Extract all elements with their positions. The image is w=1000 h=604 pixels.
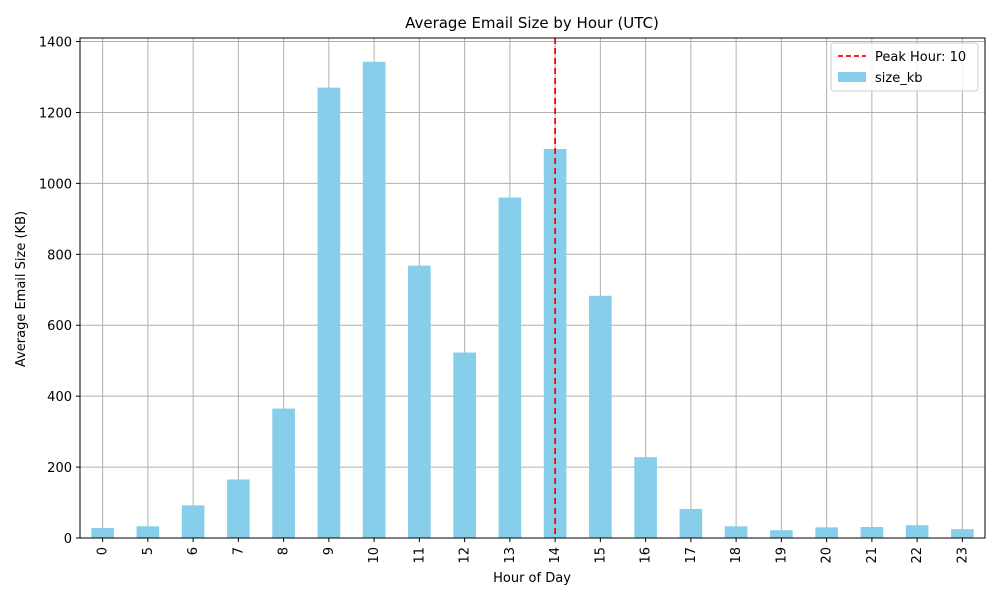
legend-box (830, 42, 979, 92)
x-tick-label: 12 (458, 547, 473, 564)
bar-hour-18 (724, 526, 748, 538)
bar-hour-22 (905, 525, 929, 538)
bar-hour-13 (498, 197, 522, 538)
x-tick-label: 13 (503, 547, 518, 564)
legend: Peak Hour: 10 size_kb (830, 42, 979, 92)
x-tick-label: 9 (322, 547, 337, 555)
y-tick-label: 1400 (39, 36, 72, 51)
bar-hour-11 (408, 265, 431, 538)
legend-series-label: size_kb (875, 71, 923, 86)
bar-hour-23 (951, 529, 974, 538)
legend-bar-swatch (838, 72, 866, 82)
x-tick-label: 6 (186, 547, 201, 555)
bar-hour-16 (634, 457, 657, 538)
x-tick-label: 14 (548, 547, 563, 564)
x-tick-label: 15 (593, 547, 608, 564)
x-tick-label: 8 (277, 547, 292, 555)
bar-hour-15 (589, 295, 612, 538)
bar-hour-8 (272, 408, 295, 538)
x-tick-label: 10 (367, 547, 382, 564)
bar-hour-20 (815, 527, 838, 538)
x-tick-label: 16 (639, 547, 654, 564)
y-tick-label: 1200 (39, 106, 72, 121)
bar-hour-12 (453, 352, 476, 538)
x-tick-label: 21 (865, 547, 880, 564)
y-tick-label: 200 (47, 461, 72, 476)
bar-hour-5 (136, 526, 160, 538)
plot-frame (79, 37, 986, 539)
y-axis-label: Average Email Size (KB) (14, 211, 29, 367)
x-tick-label: 20 (820, 547, 835, 564)
grid (80, 38, 985, 539)
bars (91, 61, 974, 539)
bar-hour-17 (679, 508, 703, 538)
y-tick-label: 600 (47, 319, 72, 334)
x-tick-label: 0 (96, 547, 111, 555)
y-tick-label: 0 (64, 532, 72, 547)
bar-hour-10 (362, 61, 386, 539)
bar-hour-6 (181, 505, 205, 538)
x-tick-label: 23 (955, 547, 970, 564)
x-tick-label: 22 (910, 547, 925, 564)
x-tick-label: 17 (684, 547, 699, 564)
x-tick-label: 7 (231, 547, 246, 555)
x-tick-label: 18 (729, 547, 744, 564)
x-axis-label: Hour of Day (493, 571, 571, 586)
x-tick-label: 19 (774, 547, 789, 564)
chart-title: Average Email Size by Hour (UTC) (405, 14, 659, 32)
x-tick-label: 5 (141, 547, 156, 555)
y-tick-label: 800 (47, 248, 72, 263)
bar-hour-19 (770, 530, 793, 538)
bar-hour-9 (317, 87, 341, 539)
x-axis-ticks: 0 5 6 7 8 9 10 11 12 13 14 15 16 17 18 19 20 21 22 23 (96, 538, 970, 564)
bar-hour-0 (91, 528, 114, 538)
x-tick-label: 11 (412, 547, 427, 564)
y-tick-label: 400 (47, 390, 72, 405)
y-axis-ticks: 0 200 400 600 800 1000 1200 1400 (39, 36, 80, 547)
legend-reference-line-label: Peak Hour: 10 (875, 50, 966, 65)
y-tick-label: 1000 (39, 177, 72, 192)
bar-hour-21 (860, 527, 884, 538)
bar-hour-7 (227, 479, 250, 538)
